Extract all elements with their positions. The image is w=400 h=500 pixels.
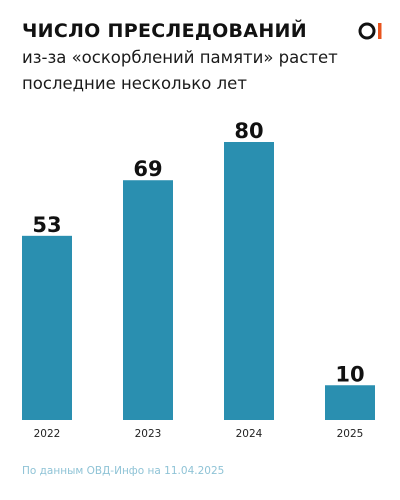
data-label-2025: 10 (335, 362, 364, 386)
logo-circle (358, 22, 376, 40)
x-tick-label-2022: 2022 (34, 428, 61, 440)
x-tick-label-2023: 2023 (135, 428, 162, 440)
bar-chart: 53 2022 69 2023 80 2024 10 2025 (22, 119, 375, 440)
logo-bar (378, 23, 382, 39)
bar-2025 (325, 385, 375, 420)
chart-subtitle-line-1: из-за «оскорблений памяти» растет (22, 48, 338, 67)
data-label-2024: 80 (234, 119, 263, 143)
ovd-info-logo-icon (358, 22, 382, 40)
x-tick-label-2024: 2024 (236, 428, 263, 440)
data-label-2022: 53 (32, 213, 61, 237)
bar-2023 (123, 180, 173, 420)
chart-subtitle-line-2: последние несколько лет (22, 74, 247, 93)
chart-title: ЧИСЛО ПРЕСЛЕДОВАНИЙ (22, 20, 307, 42)
bar-2024 (224, 142, 274, 420)
x-tick-label-2025: 2025 (337, 428, 364, 440)
data-label-2023: 69 (133, 157, 162, 181)
source-note: По данным ОВД-Инфо на 11.04.2025 (22, 465, 225, 477)
bar-2022 (22, 235, 72, 420)
